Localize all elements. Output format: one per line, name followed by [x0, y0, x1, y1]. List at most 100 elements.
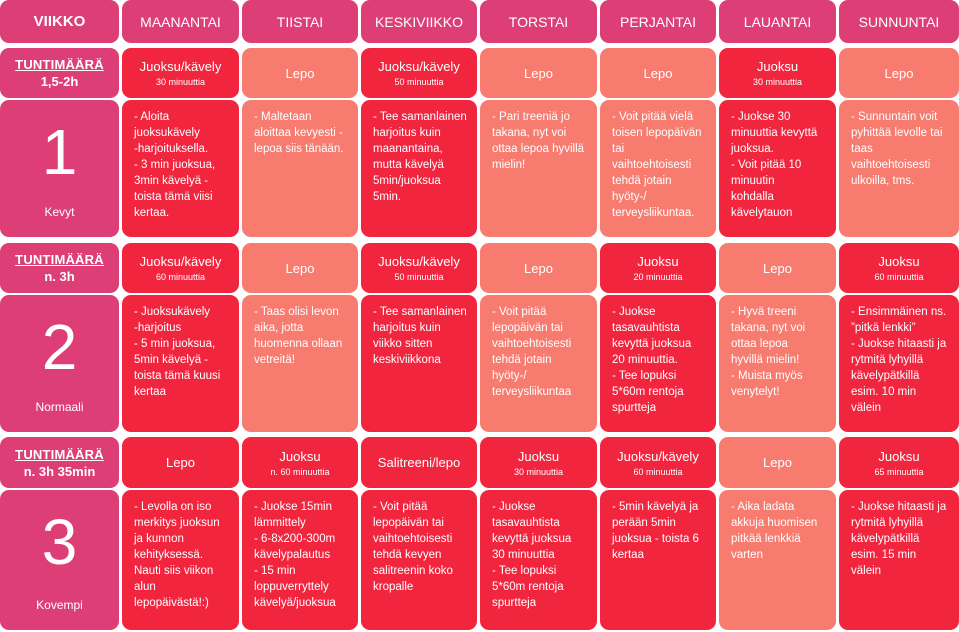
- hours-label: TUNTIMÄÄRÄ: [15, 57, 104, 72]
- workout-type: Lepo: [285, 65, 315, 81]
- level-2-saturday-desc: - Hyvä treeni takana, nyt voi ottaa lepo…: [719, 295, 836, 432]
- workout-type: Juoksu: [878, 254, 920, 269]
- level-2-friday-desc: - Juokse tasavauhtista kevyttä juoksua 2…: [600, 295, 716, 432]
- level-number: 3: [41, 506, 78, 578]
- level-1-tuesday-desc: - Maltetaan aloittaa kevyesti - lepoa si…: [242, 100, 358, 237]
- hours-value: 1,5-2h: [40, 74, 79, 89]
- level-3-thursday-desc: - Juokse tasavauhtista kevyttä juoksua 3…: [480, 490, 597, 630]
- level-3-thursday-type: Juoksu 30 minuuttia: [480, 437, 597, 488]
- level-3-tuesday-type: Juoksu n. 60 minuuttia: [242, 437, 358, 488]
- workout-duration: 30 minuuttia: [155, 77, 206, 87]
- workout-type: Juoksu: [878, 448, 920, 464]
- level-1-wednesday-type: Juoksu/kävely 50 minuuttia: [361, 48, 477, 98]
- workout-type: Lepo: [763, 455, 792, 470]
- day-header-thursday: TORSTAI: [480, 0, 597, 43]
- day-header-sunday: SUNNUNTAI: [839, 0, 959, 43]
- level-2-sunday-type: Juoksu 60 minuuttia: [839, 243, 959, 293]
- hours-label: TUNTIMÄÄRÄ: [15, 252, 104, 267]
- level-3-sunday-type: Juoksu 65 minuuttia: [839, 437, 959, 488]
- day-header-friday: PERJANTAI: [600, 0, 716, 43]
- level-1-monday-desc: - Aloita juoksukävely -harjoituksella. -…: [122, 100, 239, 237]
- level-2-tuesday-desc: - Taas olisi levon aika, jotta huomenna …: [242, 295, 358, 432]
- level-2-sunday-desc: - Ensimmäinen ns. ”pitkä lenkki” - Juoks…: [839, 295, 959, 432]
- level-3-friday-desc: - 5min kävelyä ja perään 5min juoksua - …: [600, 490, 716, 630]
- level-3-badge: 3 Kovempi: [0, 490, 119, 630]
- level-name: Kevyt: [44, 205, 75, 219]
- level-2-tuesday-type: Lepo: [242, 243, 358, 293]
- workout-duration: 60 minuuttia: [633, 466, 683, 477]
- level-2-friday-type: Juoksu 20 minuuttia: [600, 243, 716, 293]
- level-3-monday-desc: - Levolla on iso merkitys juoksun ja kun…: [122, 490, 239, 630]
- hours-value: n. 3h 35min: [23, 463, 96, 479]
- workout-duration: n. 60 minuuttia: [270, 466, 330, 477]
- level-3-tuesday-desc: - Juokse 15min lämmittely - 6-8x200-300m…: [242, 490, 358, 630]
- level-number: 1: [41, 116, 78, 188]
- workout-type: Lepo: [643, 65, 673, 81]
- hours-label: TUNTIMÄÄRÄ: [15, 446, 104, 462]
- level-2-thursday-type: Lepo: [480, 243, 597, 293]
- level-1-friday-desc: - Voit pitää vielä toisen lepopäivän tai…: [600, 100, 716, 237]
- day-header-wednesday: KESKIVIIKKO: [361, 0, 477, 43]
- level-2-wednesday-desc: - Tee samanlainen harjoitus kuin viikko …: [361, 295, 477, 432]
- workout-type: Lepo: [524, 260, 553, 276]
- level-3-sunday-desc: - Juokse hitaasti ja rytmitä lyhyillä kä…: [839, 490, 959, 630]
- level-3-saturday-type: Lepo: [719, 437, 836, 488]
- workout-type: Juoksu: [637, 254, 679, 269]
- level-3-friday-type: Juoksu/kävely 60 minuuttia: [600, 437, 716, 488]
- workout-type: Salitreeni/lepo: [377, 455, 461, 470]
- level-1-saturday-type: Juoksu 30 minuuttia: [719, 48, 836, 98]
- day-header-tuesday: TIISTAI: [242, 0, 358, 43]
- level-3-wednesday-desc: - Voit pitää lepopäivän tai vaihtoehtois…: [361, 490, 477, 630]
- level-name: Kovempi: [36, 598, 83, 612]
- level-1-thursday-type: Lepo: [480, 48, 597, 98]
- level-3-saturday-desc: - Aika ladata akkuja huomisen pitkää len…: [719, 490, 836, 630]
- level-2-thursday-desc: - Voit pitää lepopäivän tai vaihtoehtois…: [480, 295, 597, 432]
- level-2-monday-desc: - Juoksukävely -harjoitus - 5 min juoksu…: [122, 295, 239, 432]
- workout-duration: 50 minuuttia: [394, 77, 444, 87]
- level-2-hours: TUNTIMÄÄRÄ n. 3h: [0, 243, 119, 293]
- workout-type: Juoksu/kävely: [139, 254, 222, 269]
- level-1-tuesday-type: Lepo: [242, 48, 358, 98]
- workout-duration: 60 minuuttia: [874, 272, 924, 282]
- level-name: Normaali: [35, 400, 84, 414]
- level-2-monday-type: Juoksu/kävely 60 minuuttia: [122, 243, 239, 293]
- workout-duration: 65 minuuttia: [874, 466, 924, 477]
- workout-type: Juoksu: [756, 59, 799, 74]
- level-1-thursday-desc: - Pari treeniä jo takana, nyt voi ottaa …: [480, 100, 597, 237]
- level-1-saturday-desc: - Juokse 30 minuuttia kevyttä juoksua. -…: [719, 100, 836, 237]
- workout-duration: 50 minuuttia: [394, 272, 444, 282]
- workout-type: Juoksu/kävely: [139, 59, 222, 74]
- level-2-badge: 2 Normaali: [0, 295, 119, 432]
- workout-duration: 20 minuuttia: [633, 272, 683, 282]
- level-1-sunday-desc: - Sunnuntain voit pyhittää levolle tai t…: [839, 100, 959, 237]
- week-header: VIIKKO: [0, 0, 119, 43]
- level-1-sunday-type: Lepo: [839, 48, 959, 98]
- workout-type: Juoksu: [279, 448, 321, 464]
- workout-type: Juoksu: [517, 448, 560, 464]
- workout-type: Lepo: [285, 260, 315, 276]
- level-1-badge: 1 Kevyt: [0, 100, 119, 237]
- workout-type: Lepo: [524, 65, 553, 81]
- workout-type: Lepo: [884, 65, 914, 81]
- level-2-saturday-type: Lepo: [719, 243, 836, 293]
- hours-value: n. 3h: [44, 269, 75, 284]
- level-number: 2: [41, 311, 78, 383]
- level-1-monday-type: Juoksu/kävely 30 minuuttia: [122, 48, 239, 98]
- level-3-monday-type: Lepo: [122, 437, 239, 488]
- workout-type: Lepo: [763, 260, 792, 276]
- workout-type: Juoksu/kävely: [378, 59, 460, 74]
- day-header-monday: MAANANTAI: [122, 0, 239, 43]
- workout-duration: 30 minuuttia: [752, 77, 803, 87]
- level-2-wednesday-type: Juoksu/kävely 50 minuuttia: [361, 243, 477, 293]
- workout-type: Lepo: [166, 455, 195, 470]
- workout-type: Juoksu/kävely: [617, 448, 699, 464]
- level-3-hours: TUNTIMÄÄRÄ n. 3h 35min: [0, 437, 119, 488]
- level-1-friday-type: Lepo: [600, 48, 716, 98]
- level-1-wednesday-desc: - Tee samanlainen harjoitus kuin maanant…: [361, 100, 477, 237]
- level-1-hours: TUNTIMÄÄRÄ 1,5-2h: [0, 48, 119, 98]
- workout-duration: 60 minuuttia: [155, 272, 206, 282]
- day-header-saturday: LAUANTAI: [719, 0, 836, 43]
- workout-type: Juoksu/kävely: [378, 254, 460, 269]
- level-3-wednesday-type: Salitreeni/lepo: [361, 437, 477, 488]
